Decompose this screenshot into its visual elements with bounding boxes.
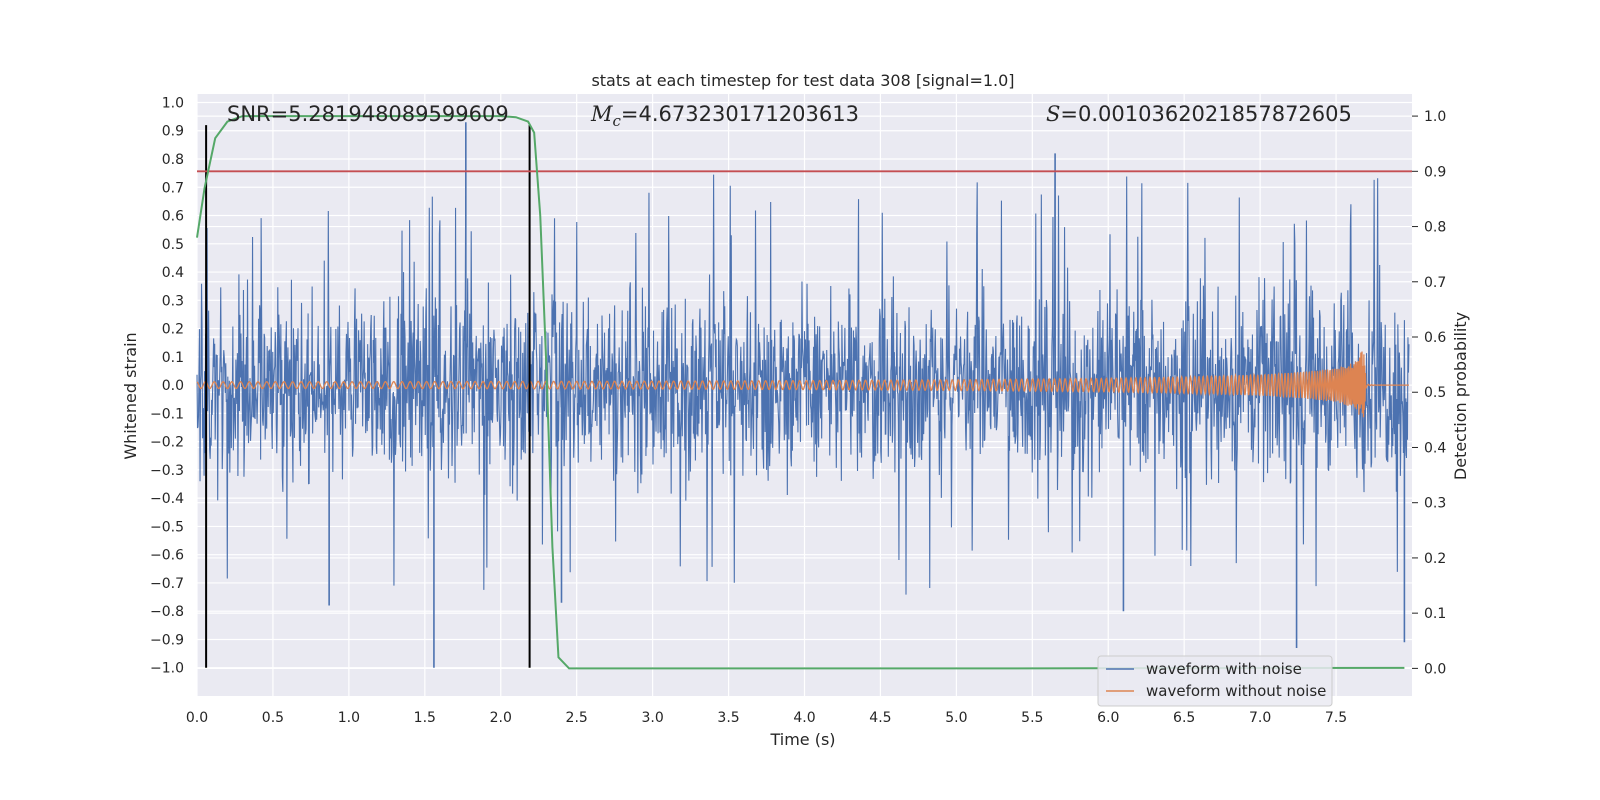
clean-waveform-line — [196, 351, 1409, 418]
y-tick-label: −0.2 — [150, 435, 184, 451]
x-tick-label: 0.0 — [186, 710, 208, 726]
y-tick-label: 0.3 — [162, 293, 184, 309]
y-tick-label: −0.5 — [150, 519, 184, 535]
y-right-tick-label: 0.6 — [1424, 330, 1446, 346]
y-right-tick-label: 0.0 — [1424, 661, 1446, 677]
legend-label-noise: waveform with noise — [1146, 660, 1302, 678]
x-tick-label: 2.5 — [566, 710, 588, 726]
y-tick-label: −0.9 — [150, 632, 184, 648]
y-tick-label: 0.4 — [162, 265, 184, 281]
y-tick-label: 1.0 — [162, 95, 184, 111]
y-tick-label: 0.0 — [162, 378, 184, 394]
y-axis-title: Whitened strain — [121, 332, 140, 459]
y-tick-labels: 1.0 0.9 0.8 0.7 0.6 0.5 0.4 0.3 0.2 0.1 0.0 −0.1 −0.… — [150, 95, 184, 676]
y-tick-label: 0.8 — [162, 152, 184, 168]
annotation-s: S=0.0010362021857872605 — [1046, 102, 1352, 126]
y-right-tick-label: 0.5 — [1424, 385, 1446, 401]
x-tick-label: 1.0 — [338, 710, 360, 726]
x-tick-label: 1.5 — [414, 710, 436, 726]
y-right-tick-label: 0.9 — [1424, 164, 1446, 180]
annotation-s-symbol: S — [1046, 102, 1060, 126]
annotation-mc-value: =4.673230171203613 — [621, 102, 859, 126]
y-tick-label: 0.1 — [162, 350, 184, 366]
y-right-tick-label: 0.3 — [1424, 496, 1446, 512]
x-tick-label: 4.0 — [793, 710, 815, 726]
x-tick-labels: 0.0 0.5 1.0 1.5 2.0 2.5 3.0 3.5 4.0 4.5 5.0 5.5 6.0 6… — [186, 710, 1347, 726]
y-right-tick-label: 0.8 — [1424, 220, 1446, 236]
series-waveform-with-noise — [196, 122, 1410, 668]
x-tick-label: 3.0 — [641, 710, 663, 726]
legend-box — [1097, 655, 1333, 707]
y-right-tick-label: 0.1 — [1424, 606, 1446, 622]
series-waveform-without-noise — [196, 351, 1409, 418]
y-right-tick-label: 0.2 — [1424, 551, 1446, 567]
detection-probability-line — [196, 115, 1405, 670]
y-right-tick-labels: 1.0 0.9 0.8 0.7 0.6 0.5 0.4 0.3 0.2 0.1 0.0 — [1412, 109, 1446, 677]
legend-label-clean: waveform without noise — [1146, 682, 1326, 700]
y-tick-label: 0.5 — [162, 237, 184, 253]
x-tick-label: 4.5 — [869, 710, 891, 726]
noise-waveform-line — [196, 173, 1410, 595]
x-tick-label: 2.0 — [490, 710, 512, 726]
x-axis-title: Time (s) — [769, 730, 835, 749]
annotation-snr: SNR=5.281948089599609 — [227, 102, 509, 126]
y-right-tick-label: 1.0 — [1424, 109, 1446, 125]
x-tick-label: 6.5 — [1173, 710, 1195, 726]
annotation-mc-symbol: M — [590, 102, 613, 126]
x-tick-label: 3.5 — [717, 710, 739, 726]
y-tick-label: −0.3 — [150, 463, 184, 479]
y-tick-label: 0.7 — [162, 180, 184, 196]
y-tick-label: 0.9 — [162, 124, 184, 140]
annotation-mc-subscript: c — [613, 112, 622, 130]
y-tick-label: −1.0 — [150, 661, 184, 677]
chart-title: stats at each timestep for test data 308… — [591, 71, 1014, 90]
overlay-lines — [197, 125, 1412, 668]
annotation-s-value: =0.0010362021857872605 — [1060, 102, 1352, 126]
x-tick-label: 6.0 — [1097, 710, 1119, 726]
x-tick-label: 7.0 — [1249, 710, 1271, 726]
legend: waveform with noise waveform without noi… — [1097, 655, 1333, 707]
x-tick-label: 5.0 — [945, 710, 967, 726]
y-tick-label: −0.1 — [150, 406, 184, 422]
y-right-tick-label: 0.7 — [1424, 275, 1446, 291]
y-tick-label: −0.6 — [150, 548, 184, 564]
y-tick-label: −0.4 — [150, 491, 184, 507]
x-tick-label: 0.5 — [262, 710, 284, 726]
y-tick-label: −0.7 — [150, 576, 184, 592]
series-detection-probability — [196, 115, 1405, 670]
x-tick-label: 5.5 — [1021, 710, 1043, 726]
y-tick-label: 0.6 — [162, 209, 184, 225]
x-tick-label: 7.5 — [1325, 710, 1347, 726]
y-right-axis-title: Detection probability — [1451, 312, 1470, 480]
y-right-tick-label: 0.4 — [1424, 440, 1446, 456]
y-tick-label: 0.2 — [162, 322, 184, 338]
y-tick-label: −0.8 — [150, 604, 184, 620]
annotation-mc: Mc=4.673230171203613 — [590, 102, 859, 130]
